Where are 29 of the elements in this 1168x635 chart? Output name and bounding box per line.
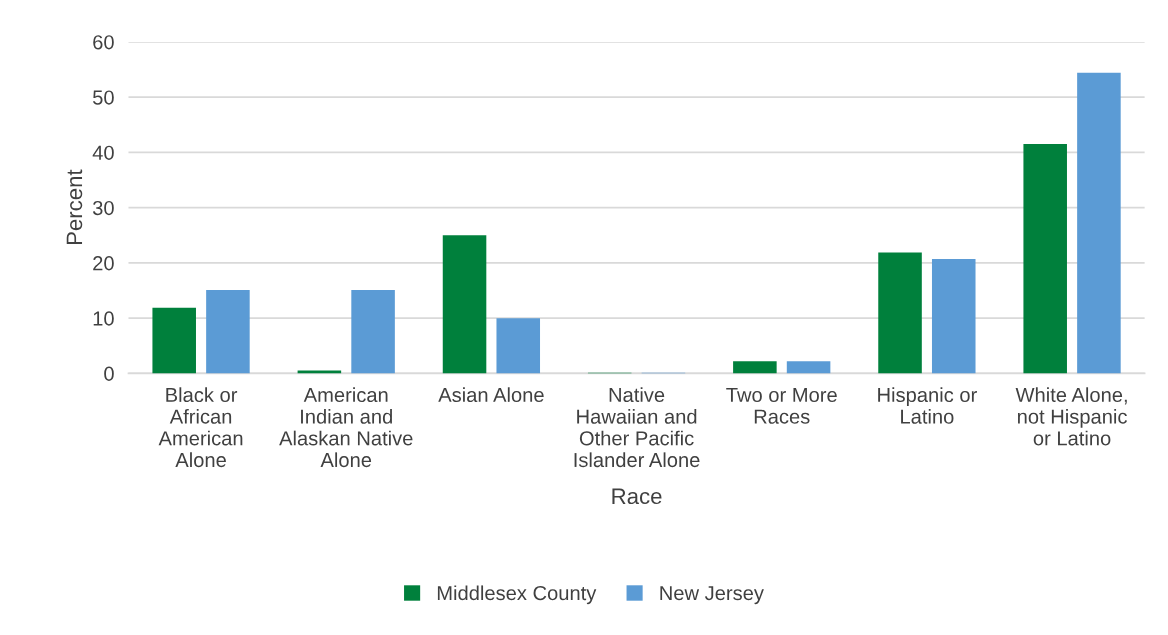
x-axis-title: Race — [612, 488, 662, 505]
bar — [351, 289, 395, 374]
x-tick-label: Hispanic or Latino — [878, 387, 977, 424]
y-tick-label: 60 — [93, 35, 114, 50]
bar — [1023, 144, 1067, 374]
legend-label: Middlesex County — [437, 585, 597, 605]
bar — [733, 361, 777, 374]
bar — [152, 307, 196, 374]
bar — [496, 318, 541, 374]
x-tick-label: American Indian and Alaskan Native Alone — [279, 387, 413, 468]
bar — [786, 361, 831, 374]
x-tick-label: Two or More Races — [726, 388, 837, 424]
bar — [931, 259, 976, 374]
bar — [442, 235, 487, 374]
x-tick-label: Asian Alone — [438, 387, 544, 403]
y-tick-label: 20 — [93, 256, 114, 271]
x-tick-label: Native Hawaiian and Other Pacific Islander Alone — [574, 387, 700, 468]
y-tick-label: 40 — [92, 145, 114, 160]
bar — [878, 252, 922, 374]
x-tick-label: White Alone, not Hispanic or Latino — [1015, 387, 1127, 446]
y-tick-label: 10 — [93, 311, 114, 326]
y-tick-label: 50 — [93, 90, 114, 105]
y-tick-label: 0 — [104, 366, 114, 381]
x-tick-label: Black or African American Alone — [158, 387, 243, 468]
bar — [1077, 72, 1121, 374]
bar — [206, 289, 250, 374]
legend-label: New Jersey — [660, 586, 764, 605]
y-tick-label: 30 — [92, 200, 114, 216]
y-axis-title: Percent — [66, 169, 83, 245]
